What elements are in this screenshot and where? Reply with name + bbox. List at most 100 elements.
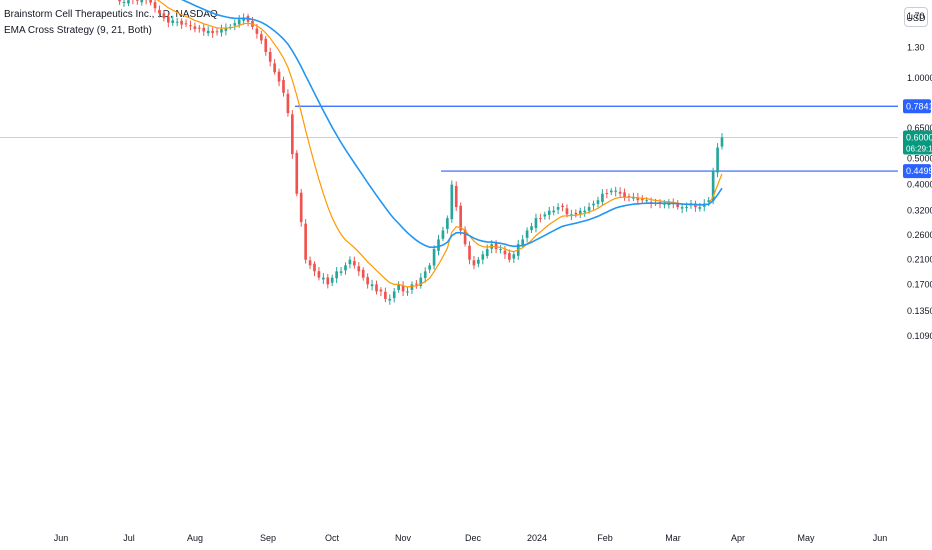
candle-body (441, 230, 445, 239)
candle-body (215, 31, 219, 33)
candle (282, 76, 285, 97)
candle (636, 192, 640, 205)
price-tick-label: 0.1350 (907, 306, 932, 316)
candle (432, 245, 436, 270)
candle (206, 26, 210, 37)
candle (335, 267, 338, 284)
time-tick-label: Feb (597, 533, 613, 543)
candle (676, 200, 680, 210)
candle (317, 267, 321, 281)
candle (384, 287, 387, 303)
hline-price-tag: 0.4495 (903, 164, 932, 179)
candle-body (609, 190, 613, 193)
candle-body (122, 1, 126, 3)
candle (144, 0, 148, 5)
candle (415, 280, 418, 289)
candle (224, 23, 228, 36)
candle-body (189, 25, 192, 27)
ema-lines (156, 0, 723, 288)
candle (353, 256, 356, 269)
candle (375, 280, 378, 295)
candle (401, 281, 405, 297)
candle-body (171, 20, 175, 24)
candle (330, 274, 334, 287)
candle-body (596, 200, 600, 204)
candle-body (472, 260, 476, 266)
candle (454, 181, 458, 211)
candle (711, 167, 715, 205)
candle (534, 213, 538, 233)
candle (304, 219, 307, 264)
candle-body (636, 197, 640, 201)
price-tick-label: 1.30 (907, 42, 925, 52)
candle (468, 241, 471, 265)
candle (463, 226, 467, 247)
price-tick-label: 0.3200 (907, 206, 932, 216)
chart-title: Brainstorm Cell Therapeutics Inc., 1D, N… (4, 9, 218, 20)
candle-body (180, 20, 183, 25)
candle-body (326, 277, 330, 285)
candle-body (220, 29, 223, 33)
candle (423, 267, 427, 283)
candle (277, 68, 281, 87)
candle-body (499, 249, 502, 251)
candle-body (539, 218, 542, 220)
candle (184, 19, 188, 28)
candle (720, 133, 724, 150)
candle-body (162, 13, 166, 19)
candle-body (574, 212, 578, 215)
candle (242, 13, 245, 25)
candle-body (330, 277, 334, 283)
candle (366, 273, 369, 289)
candle (308, 256, 312, 269)
time-tick-label: Oct (325, 533, 340, 543)
candle (153, 0, 157, 13)
candle (543, 211, 547, 220)
candle-body (335, 271, 338, 279)
candle (694, 200, 697, 212)
candle (441, 226, 445, 242)
candle (357, 262, 361, 277)
time-tick-label: Jun (873, 533, 888, 543)
candle (344, 262, 347, 275)
candle-body (561, 205, 564, 208)
candle (322, 273, 325, 284)
candle (162, 10, 166, 22)
candle (175, 17, 179, 27)
tag-bg (903, 130, 932, 155)
candle-body (556, 207, 560, 210)
candle (135, 0, 139, 5)
candle-body (392, 291, 396, 299)
candle (578, 207, 582, 218)
currency-button[interactable]: USD (904, 7, 928, 27)
candle-body (233, 23, 237, 26)
candle (180, 18, 183, 29)
candle (193, 22, 197, 33)
strategy-label[interactable]: EMA Cross Strategy (9, 21, Both) (4, 25, 152, 36)
candle (361, 267, 365, 281)
candle-body (428, 265, 431, 270)
candle-body (419, 277, 423, 287)
candle-body (512, 254, 516, 259)
candle-body (299, 192, 303, 223)
candle (246, 13, 250, 27)
time-tick-label: Aug (187, 533, 203, 543)
time-tick-label: Jul (123, 533, 135, 543)
candle-body (614, 190, 618, 192)
candle-body (547, 210, 551, 215)
candle (140, 0, 144, 6)
candle (525, 227, 529, 243)
candle-body (166, 16, 170, 23)
candle (189, 20, 192, 31)
candle (547, 206, 551, 220)
candle-body (237, 19, 241, 25)
candle (583, 206, 587, 217)
candle-body (282, 79, 285, 93)
candle-body (295, 152, 299, 194)
candle-body (432, 249, 436, 266)
candle-body (468, 245, 471, 260)
candle (197, 24, 201, 33)
candle-body (286, 93, 290, 114)
candle-body (508, 253, 511, 260)
